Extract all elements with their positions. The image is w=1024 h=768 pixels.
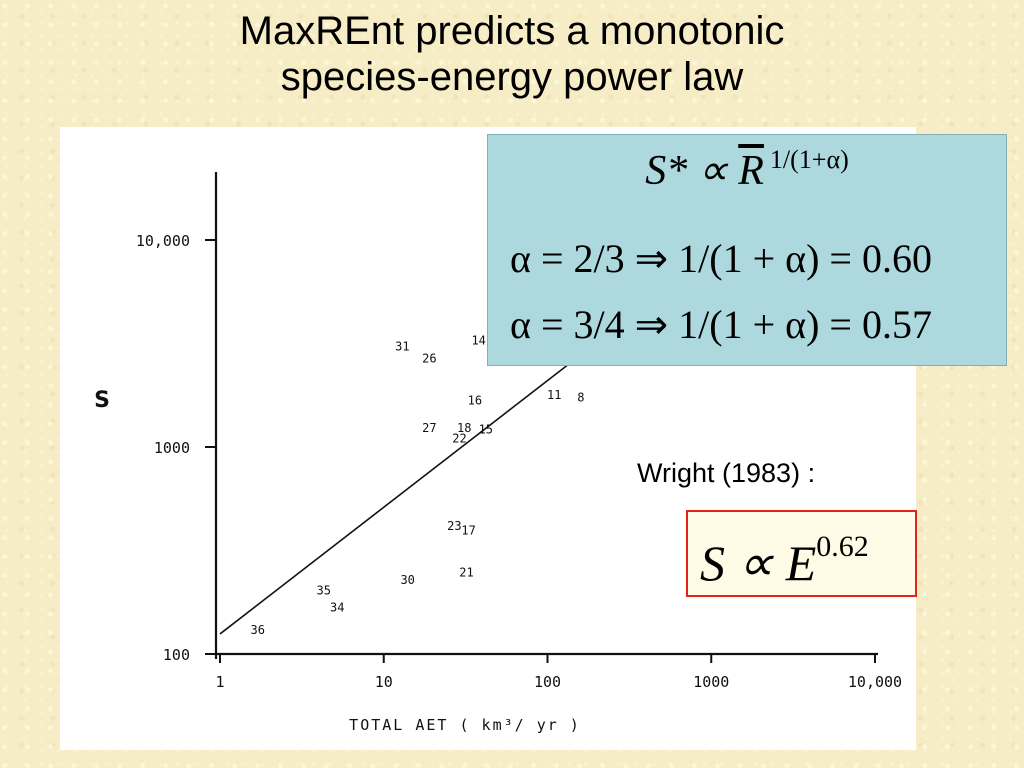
data-point-label: 18 — [457, 421, 471, 435]
data-point-label: 34 — [330, 600, 344, 614]
data-point-label: 23 — [447, 519, 461, 533]
data-point-label: 26 — [422, 352, 436, 366]
wright-formula: S ∝ E0.62 — [700, 530, 869, 592]
data-point-label: 15 — [479, 422, 493, 436]
y-tick-label: 10,000 — [136, 232, 190, 250]
x-tick-label: 10,000 — [848, 673, 902, 691]
formula-exponent: 1/(1+α) — [769, 145, 849, 174]
wright-formula-box: S ∝ E0.62 — [686, 510, 917, 597]
x-axis-label: TOTAL AET ( km³/ yr ) — [349, 716, 581, 734]
data-point-label: 31 — [395, 339, 409, 353]
data-point-label: 17 — [461, 523, 475, 537]
data-point-label: 35 — [317, 583, 331, 597]
maxrent-formula-box: S* ∝ R 1/(1+α) α = 2/3 ⇒ 1/(1 + α) = 0.60… — [487, 134, 1007, 366]
wright-formula-exponent: 0.62 — [816, 530, 869, 563]
wright-formula-base: S ∝ E — [700, 535, 817, 591]
x-tick-label: 10 — [375, 673, 393, 691]
y-tick-label: 100 — [163, 646, 190, 664]
data-point-label: 27 — [422, 421, 436, 435]
wright-citation: Wright (1983) : — [637, 458, 816, 488]
data-point-label: 22 — [452, 432, 466, 446]
title-line-1: MaxREnt predicts a monotonic — [239, 9, 785, 53]
data-point-label: 30 — [400, 573, 414, 587]
formula-alpha-three-quarters: α = 3/4 ⇒ 1/(1 + α) = 0.57 — [510, 302, 932, 347]
data-point-label: 21 — [459, 566, 473, 580]
data-point-label: 8 — [577, 391, 584, 405]
formula-alpha-two-thirds: α = 2/3 ⇒ 1/(1 + α) = 0.60 — [510, 236, 932, 281]
data-point-label: 16 — [468, 393, 482, 407]
slide-title: MaxREnt predicts a monotonic species-ene… — [0, 8, 1024, 100]
data-point-label: 14 — [471, 334, 485, 348]
scatter-plot: 1 10 100 1000 10,000 100 1000 10,000 TOTAL AET (… — [94, 172, 902, 734]
x-tick-label: 100 — [534, 673, 561, 691]
title-line-2: species-energy power law — [280, 55, 744, 99]
y-tick-label: 1000 — [154, 439, 190, 457]
x-tick-label: 1000 — [693, 673, 729, 691]
data-point-label: 11 — [547, 388, 561, 402]
y-axis-label: S — [94, 388, 110, 413]
proportional-symbol: ∝ — [687, 148, 739, 194]
formula-lhs: S* — [645, 148, 688, 194]
maxrent-main-formula: S* ∝ R 1/(1+α) — [488, 145, 1006, 195]
formula-r-bar: R — [738, 148, 764, 194]
regression-line — [219, 347, 590, 635]
x-tick-label: 1 — [215, 673, 224, 691]
data-point-label: 36 — [251, 623, 265, 637]
